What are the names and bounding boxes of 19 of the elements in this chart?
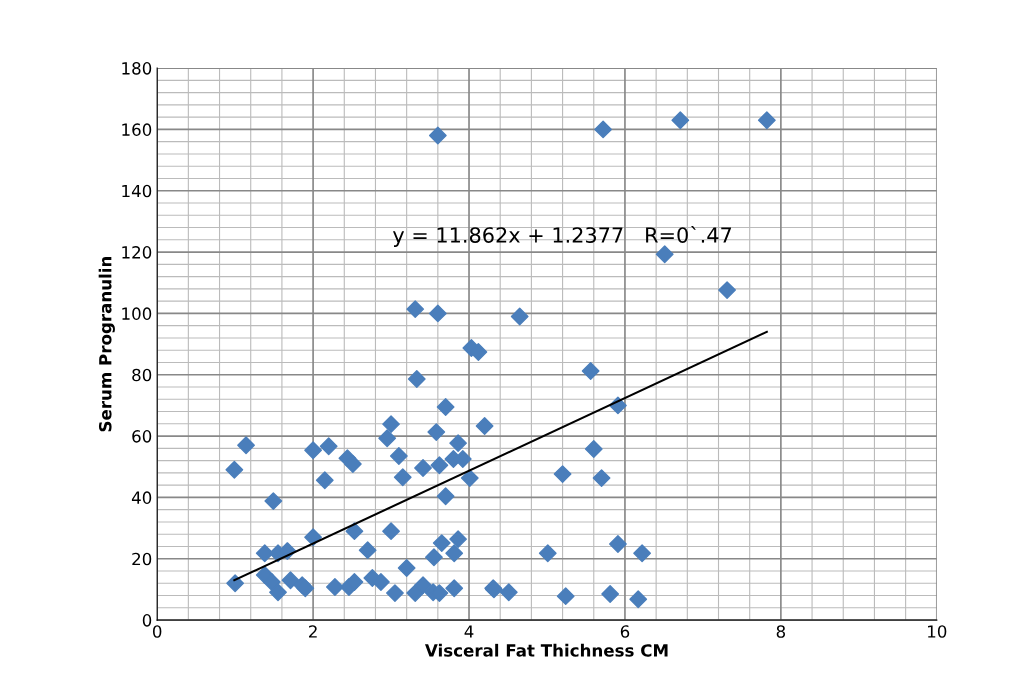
y-tick-label: 140 — [122, 184, 152, 198]
y-tick-label: 40 — [131, 491, 152, 504]
x-tick-label: 10 — [928, 625, 947, 638]
y-tick-label: 20 — [132, 552, 152, 566]
x-tick-label: 4 — [464, 625, 474, 638]
y-tick-label: 160 — [122, 123, 152, 136]
x-tick-label: 2 — [309, 625, 317, 638]
y-tick-label: 60 — [132, 430, 152, 443]
y-axis-title: Serum Progranulin — [98, 256, 115, 432]
annotation: y = 11.862x + 1.2377 R=0`.47 — [392, 225, 732, 247]
x-tick-label: 0 — [152, 625, 162, 638]
y-tick-label: 0 — [142, 614, 152, 627]
x-tick-label: 6 — [620, 625, 630, 638]
x-axis-title: Visceral Fat Thichness CM — [424, 643, 668, 657]
x-tick-label: 8 — [776, 625, 786, 638]
y-tick-label: 100 — [122, 307, 152, 320]
y-tick-label: 180 — [122, 62, 152, 75]
y-tick-label: 80 — [132, 368, 152, 382]
y-tick-label: 120 — [122, 246, 152, 259]
